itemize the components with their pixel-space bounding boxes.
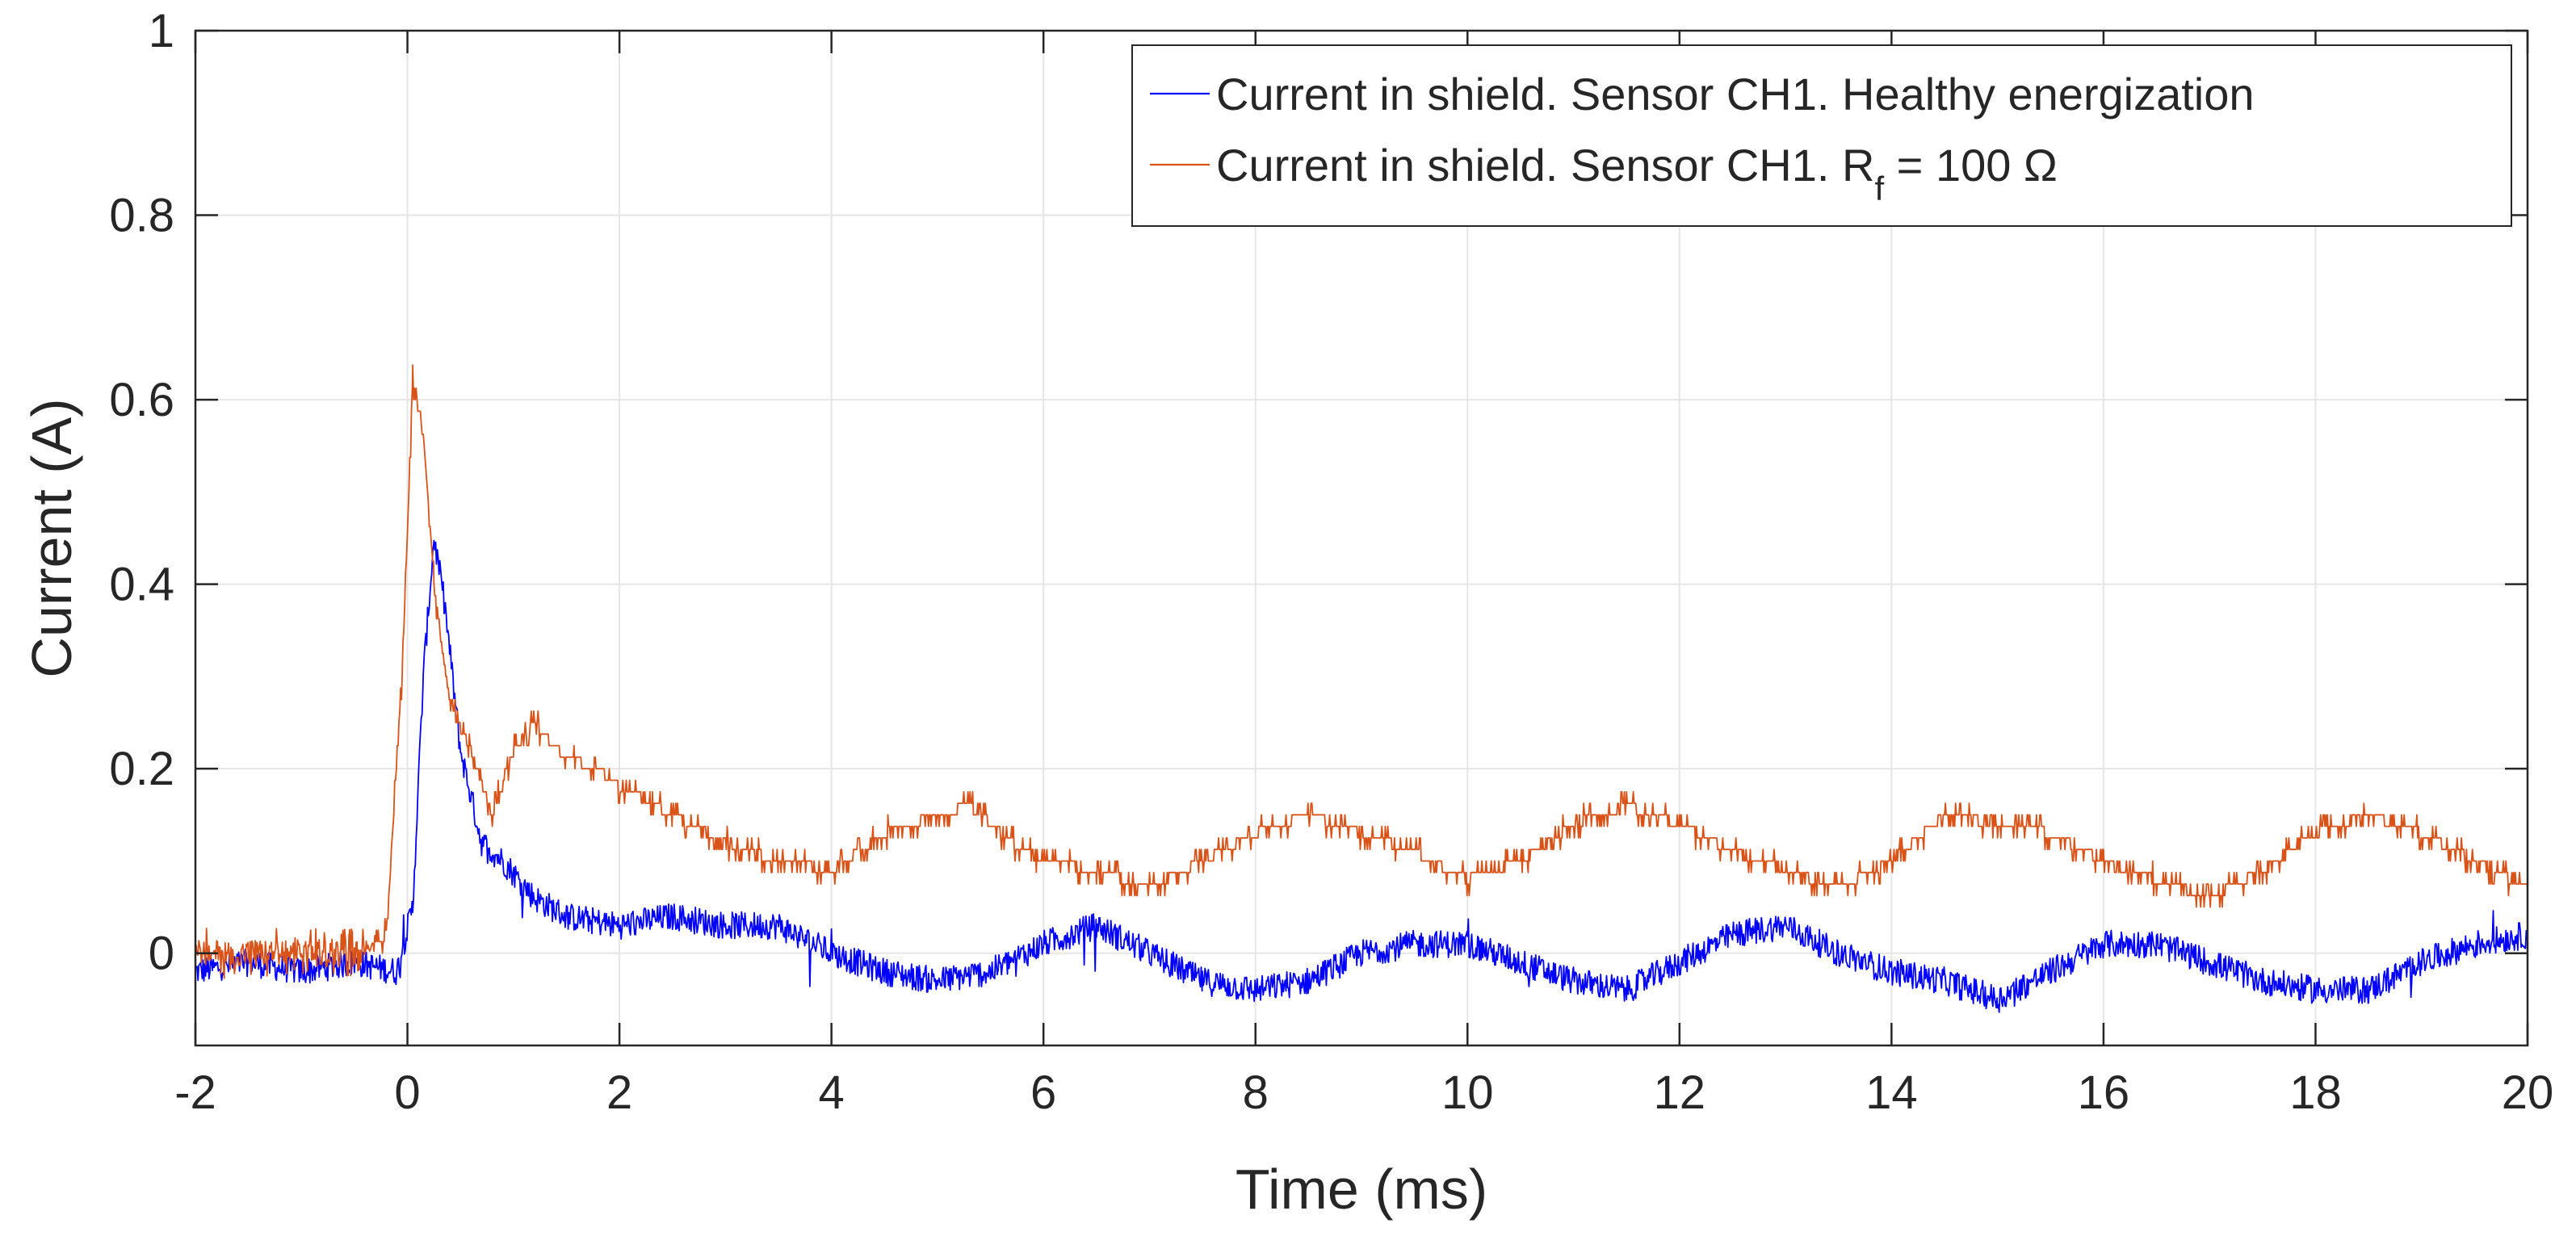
legend-subscript: f bbox=[1874, 170, 1884, 207]
legend: Current in shield. Sensor CH1. Healthy e… bbox=[1131, 44, 2512, 227]
x-tick-label: 2 bbox=[606, 1066, 632, 1119]
y-tick-label: 1 bbox=[149, 5, 174, 57]
x-tick-label: 14 bbox=[1865, 1066, 1918, 1119]
x-tick-label: 6 bbox=[1030, 1066, 1056, 1119]
legend-box bbox=[1131, 44, 2512, 227]
x-tick-label: 0 bbox=[394, 1066, 420, 1119]
axes-layer: -2 0 2 4 6 8 10 12 14 16 18 20 0 0.2 0.4 0.6 0.8 1 bbox=[109, 5, 2553, 1119]
series-line-2 bbox=[195, 364, 2528, 979]
x-tick-label: 16 bbox=[2078, 1066, 2130, 1119]
x-tick-label: 8 bbox=[1243, 1066, 1269, 1119]
x-tick-label: 18 bbox=[2289, 1066, 2342, 1119]
y-axis-label: Current (A) bbox=[20, 398, 83, 677]
legend-label-1: Current in shield. Sensor CH1. Healthy e… bbox=[1216, 69, 2255, 119]
plot-frame bbox=[194, 29, 2529, 1047]
x-axis-label: Time (ms) bbox=[1236, 1158, 1487, 1221]
x-tick-label: 10 bbox=[1441, 1066, 1494, 1119]
x-tick-label: 20 bbox=[2502, 1066, 2554, 1119]
y-tick-label: 0 bbox=[149, 928, 174, 980]
x-tick-label: 12 bbox=[1654, 1066, 1706, 1119]
x-tick-label: -2 bbox=[174, 1066, 216, 1119]
x-tick-label: 4 bbox=[819, 1066, 845, 1119]
series-line-1 bbox=[195, 539, 2528, 1013]
series-layer bbox=[195, 364, 2528, 1013]
y-tick-label: 0.8 bbox=[109, 190, 174, 242]
y-tick-label: 0.2 bbox=[109, 743, 174, 795]
y-tick-label: 0.4 bbox=[109, 559, 174, 611]
legend-suffix: = 100 Ω bbox=[1884, 140, 2058, 191]
y-tick-label: 0.6 bbox=[109, 374, 174, 426]
